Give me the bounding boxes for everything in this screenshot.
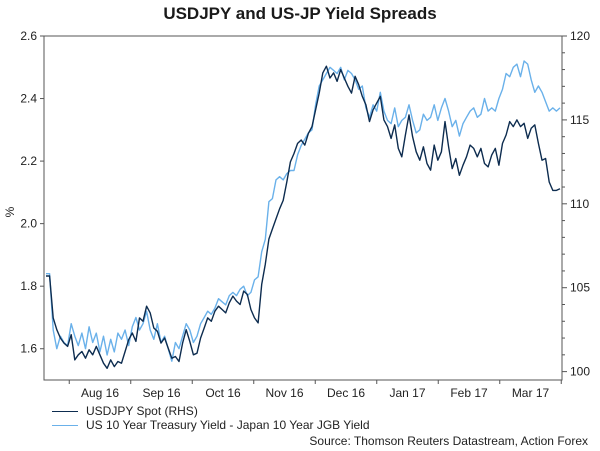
usdjpy-line	[46, 65, 561, 369]
left-tick-label: 1.8	[20, 279, 37, 293]
left-tick-label: 1.6	[20, 342, 37, 356]
x-tick-label: Aug 16	[81, 386, 119, 400]
left-tick-label: 2.6	[20, 29, 37, 43]
left-tick-label: 2.2	[20, 154, 37, 168]
legend-item-yield-spread: US 10 Year Treasury Yield - Japan 10 Yea…	[52, 418, 370, 432]
yield-spread-line	[46, 60, 561, 362]
source-note: Source: Thomson Reuters Datastream, Acti…	[309, 434, 588, 448]
x-axis: Aug 16 Sep 16 Oct 16 Nov 16 Dec 16 Jan 17 Feb …	[68, 380, 562, 400]
left-tick-label: 2.0	[20, 217, 37, 231]
legend-item-usdjpy: USDJPY Spot (RHS)	[52, 404, 370, 418]
x-tick-label: Sep 16	[142, 386, 180, 400]
x-tick-label: Oct 16	[205, 386, 241, 400]
left-axis: 1.6 1.8 2.0 2.2 2.4 2.6	[20, 29, 44, 356]
right-tick-label: 115	[570, 113, 589, 127]
y-axis-label-left: %	[3, 206, 17, 217]
legend-label-yield-spread: US 10 Year Treasury Yield - Japan 10 Yea…	[86, 418, 370, 432]
legend: USDJPY Spot (RHS) US 10 Year Treasury Yi…	[52, 404, 370, 432]
right-tick-label: 110	[570, 197, 589, 211]
x-tick-label: Feb 17	[450, 386, 488, 400]
chart-title: USDJPY and US-JP Yield Spreads	[163, 4, 437, 23]
legend-swatch-yield-spread	[52, 424, 78, 426]
x-tick-label: Nov 16	[265, 386, 303, 400]
x-tick-label: Dec 16	[327, 386, 365, 400]
left-tick-label: 2.4	[20, 92, 37, 106]
legend-label-usdjpy: USDJPY Spot (RHS)	[86, 404, 198, 418]
right-tick-label: 120	[570, 29, 590, 43]
plot-frame	[43, 35, 563, 381]
right-tick-label: 100	[570, 365, 590, 379]
right-axis: 100 105 110 115 120	[562, 29, 590, 379]
x-tick-label: Mar 17	[512, 386, 550, 400]
series-layer	[46, 60, 561, 369]
right-tick-label: 105	[570, 281, 590, 295]
legend-swatch-usdjpy	[52, 410, 78, 412]
x-tick-label: Jan 17	[389, 386, 425, 400]
